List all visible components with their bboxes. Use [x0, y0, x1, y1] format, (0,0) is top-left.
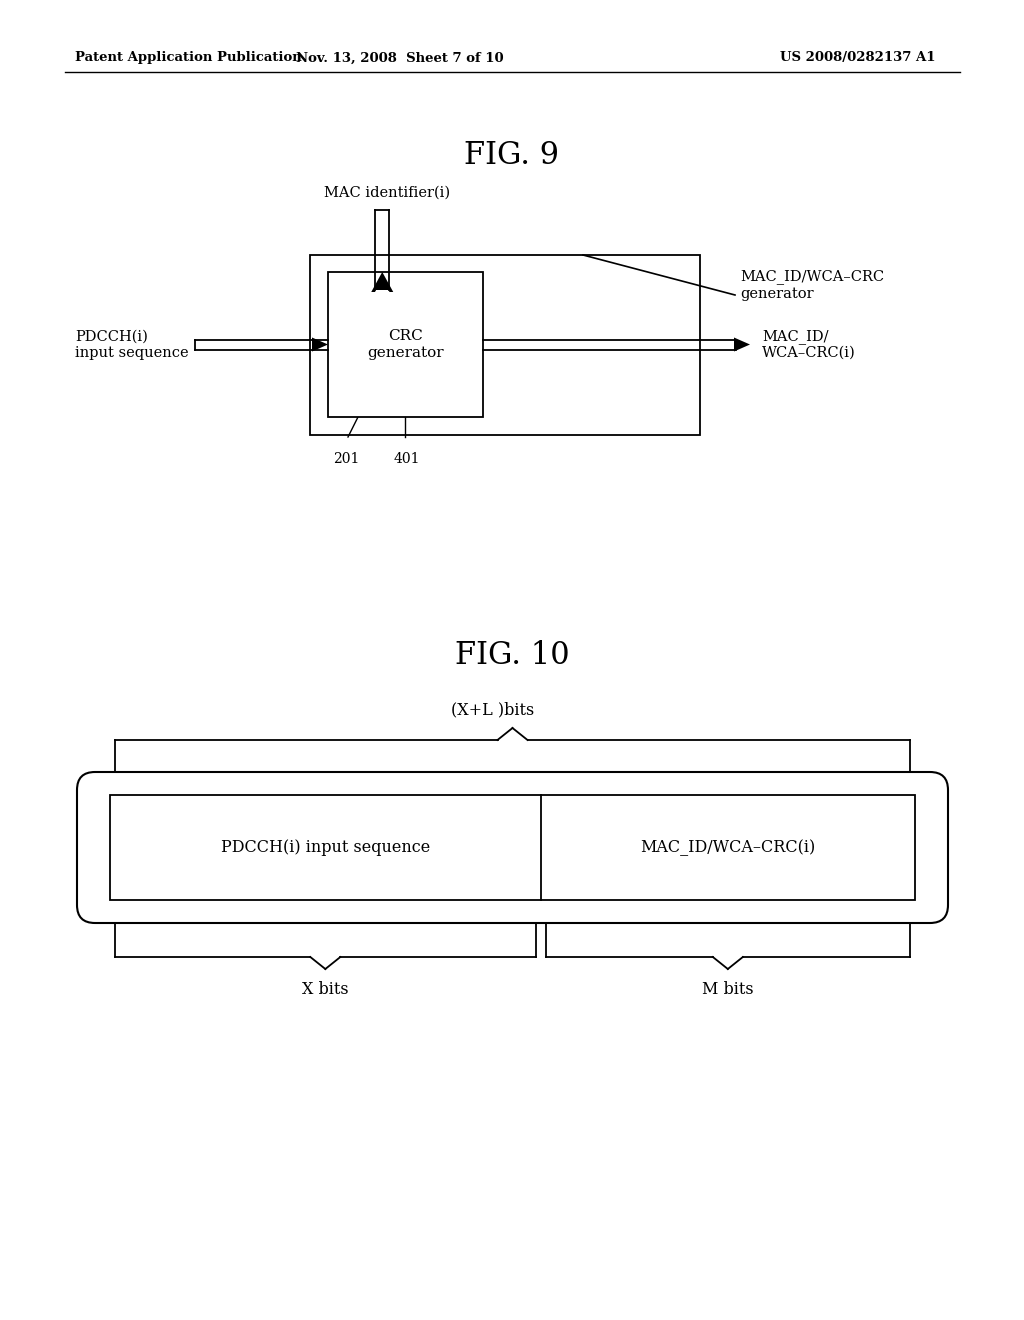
- Text: (X+L )bits: (X+L )bits: [451, 701, 535, 718]
- Text: 201: 201: [333, 451, 359, 466]
- Text: Nov. 13, 2008  Sheet 7 of 10: Nov. 13, 2008 Sheet 7 of 10: [296, 51, 504, 65]
- FancyBboxPatch shape: [328, 272, 483, 417]
- Text: MAC_ID/
WCA–CRC(i): MAC_ID/ WCA–CRC(i): [762, 329, 856, 360]
- Text: Patent Application Publication: Patent Application Publication: [75, 51, 302, 65]
- Polygon shape: [312, 338, 328, 351]
- Text: PDCCH(i) input sequence: PDCCH(i) input sequence: [221, 840, 430, 855]
- Polygon shape: [372, 272, 393, 292]
- Polygon shape: [734, 338, 750, 351]
- FancyBboxPatch shape: [110, 795, 915, 900]
- Text: FIG. 9: FIG. 9: [465, 140, 559, 170]
- Text: 401: 401: [394, 451, 420, 466]
- Text: MAC_ID/WCA–CRC
generator: MAC_ID/WCA–CRC generator: [740, 269, 884, 301]
- Text: M bits: M bits: [702, 981, 754, 998]
- Text: X bits: X bits: [302, 981, 348, 998]
- Text: CRC
generator: CRC generator: [368, 330, 443, 359]
- FancyBboxPatch shape: [77, 772, 948, 923]
- Text: MAC identifier(i): MAC identifier(i): [325, 186, 451, 201]
- Text: PDCCH(i)
input sequence: PDCCH(i) input sequence: [75, 330, 188, 359]
- Text: MAC_ID/WCA–CRC(i): MAC_ID/WCA–CRC(i): [640, 840, 815, 855]
- FancyBboxPatch shape: [310, 255, 700, 436]
- Text: FIG. 10: FIG. 10: [455, 639, 569, 671]
- Text: US 2008/0282137 A1: US 2008/0282137 A1: [780, 51, 936, 65]
